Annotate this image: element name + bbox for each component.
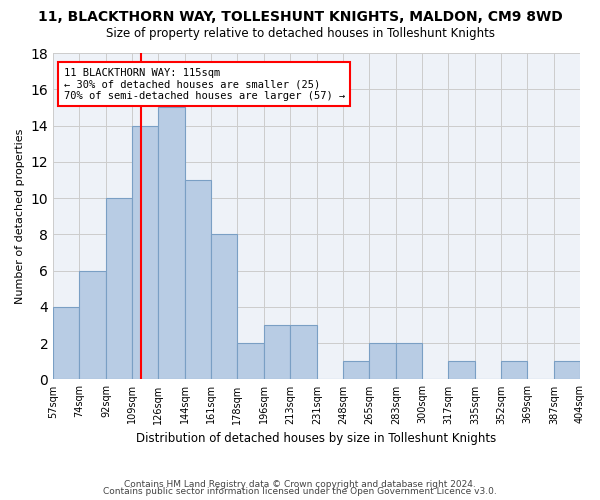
Bar	[290, 325, 317, 380]
X-axis label: Distribution of detached houses by size in Tolleshunt Knights: Distribution of detached houses by size …	[136, 432, 497, 445]
Text: 11 BLACKTHORN WAY: 115sqm
← 30% of detached houses are smaller (25)
70% of semi-: 11 BLACKTHORN WAY: 115sqm ← 30% of detac…	[64, 68, 345, 101]
Bar	[158, 108, 185, 380]
Bar	[264, 325, 290, 380]
Bar	[554, 362, 580, 380]
Text: 11, BLACKTHORN WAY, TOLLESHUNT KNIGHTS, MALDON, CM9 8WD: 11, BLACKTHORN WAY, TOLLESHUNT KNIGHTS, …	[38, 10, 562, 24]
Text: Contains public sector information licensed under the Open Government Licence v3: Contains public sector information licen…	[103, 487, 497, 496]
Text: Size of property relative to detached houses in Tolleshunt Knights: Size of property relative to detached ho…	[106, 28, 494, 40]
Bar	[185, 180, 211, 380]
Bar	[396, 343, 422, 380]
Bar	[79, 270, 106, 380]
Bar	[369, 343, 396, 380]
Bar	[501, 362, 527, 380]
Bar	[106, 198, 132, 380]
Bar	[237, 343, 264, 380]
Y-axis label: Number of detached properties: Number of detached properties	[15, 128, 25, 304]
Bar	[448, 362, 475, 380]
Bar	[132, 126, 158, 380]
Bar	[53, 307, 79, 380]
Bar	[211, 234, 237, 380]
Text: Contains HM Land Registry data © Crown copyright and database right 2024.: Contains HM Land Registry data © Crown c…	[124, 480, 476, 489]
Bar	[343, 362, 369, 380]
